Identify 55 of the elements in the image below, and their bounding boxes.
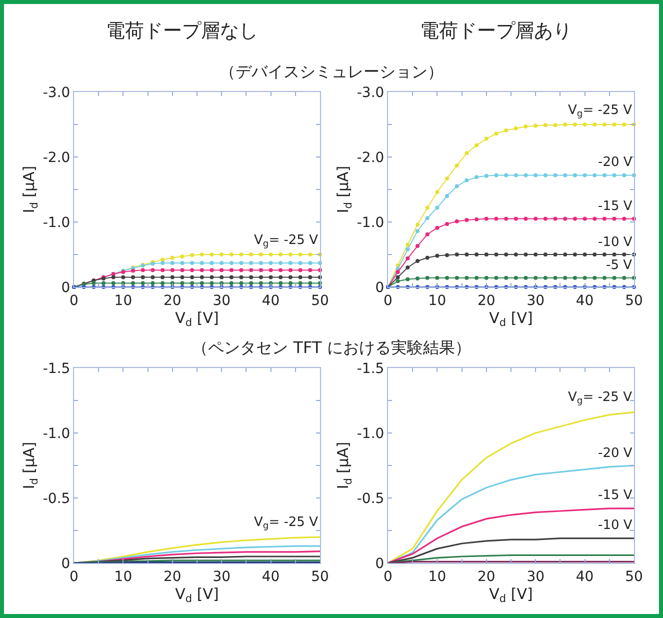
y-tick-label: 0 bbox=[61, 556, 70, 572]
chart-subtitle: （デバイスシミュレーション） bbox=[218, 62, 444, 83]
x-tick-label: 40 bbox=[576, 568, 594, 585]
x-tick-label: 20 bbox=[163, 568, 182, 585]
x-axis-title: V$_{d}$ [V] bbox=[175, 308, 219, 329]
y-tick-label: -1.0 bbox=[356, 426, 384, 442]
x-tick-label: 40 bbox=[576, 292, 594, 309]
chart-title: 電荷ドープ層あり bbox=[419, 19, 573, 44]
y-tick-label: -1.0 bbox=[42, 426, 70, 442]
series-label: -20 V bbox=[598, 446, 632, 461]
x-axis-title: V$_{d}$ [V] bbox=[489, 584, 533, 605]
series-label: -15 V bbox=[598, 199, 632, 214]
series-label: -15 V bbox=[598, 488, 632, 503]
y-tick-label: -1.0 bbox=[356, 214, 384, 231]
x-axis-title: V$_{d}$ [V] bbox=[175, 584, 219, 605]
x-tick-label: 10 bbox=[428, 568, 446, 585]
x-tick-label: 30 bbox=[212, 292, 231, 309]
y-tick-label: -1.5 bbox=[42, 360, 70, 377]
x-tick-label: 50 bbox=[311, 292, 329, 309]
y-tick-label: -3.0 bbox=[356, 84, 384, 101]
x-tick-label: 40 bbox=[262, 292, 280, 309]
series-label: V$_{g}$= -25 V bbox=[254, 515, 318, 532]
x-tick-label: 50 bbox=[311, 568, 329, 585]
x-tick-label: 40 bbox=[262, 568, 280, 585]
series-label: V$_{g}$= -25 V bbox=[568, 390, 632, 407]
y-tick-label: -3.0 bbox=[42, 84, 70, 101]
x-tick-label: 50 bbox=[625, 292, 643, 309]
series-label: -10 V bbox=[598, 518, 632, 533]
series-label: V$_{g}$= -25 V bbox=[254, 233, 318, 250]
y-tick-label: -2.0 bbox=[42, 150, 70, 166]
y-tick-label: -1.0 bbox=[42, 214, 70, 231]
x-tick-label: 20 bbox=[477, 292, 496, 309]
x-tick-label: 30 bbox=[526, 568, 545, 585]
x-tick-label: 10 bbox=[428, 292, 446, 309]
x-axis-title: V$_{d}$ [V] bbox=[489, 308, 533, 329]
y-tick-label: 0 bbox=[375, 556, 384, 572]
x-tick-label: 50 bbox=[625, 568, 643, 585]
y-tick-label: 0 bbox=[375, 280, 384, 296]
chart-title: 電荷ドープ層なし bbox=[105, 19, 259, 44]
y-tick-label: 0 bbox=[61, 280, 70, 296]
x-tick-label: 20 bbox=[163, 292, 182, 309]
y-tick-label: -1.5 bbox=[356, 360, 384, 377]
series-label: -10 V bbox=[598, 235, 632, 250]
chart-subtitle: （ペンタセン TFT における実験結果） bbox=[191, 338, 472, 359]
x-tick-label: 30 bbox=[212, 568, 231, 585]
series-label: V$_{g}$= -25 V bbox=[568, 103, 632, 120]
x-tick-label: 20 bbox=[477, 568, 496, 585]
x-tick-label: 10 bbox=[114, 292, 132, 309]
y-tick-label: -0.5 bbox=[356, 490, 384, 507]
x-tick-label: 30 bbox=[526, 292, 545, 309]
y-tick-label: -2.0 bbox=[356, 150, 384, 166]
series-label: -20 V bbox=[598, 155, 632, 170]
series-label: -5 V bbox=[606, 258, 632, 273]
x-tick-label: 10 bbox=[114, 568, 132, 585]
y-tick-label: -0.5 bbox=[42, 490, 70, 507]
